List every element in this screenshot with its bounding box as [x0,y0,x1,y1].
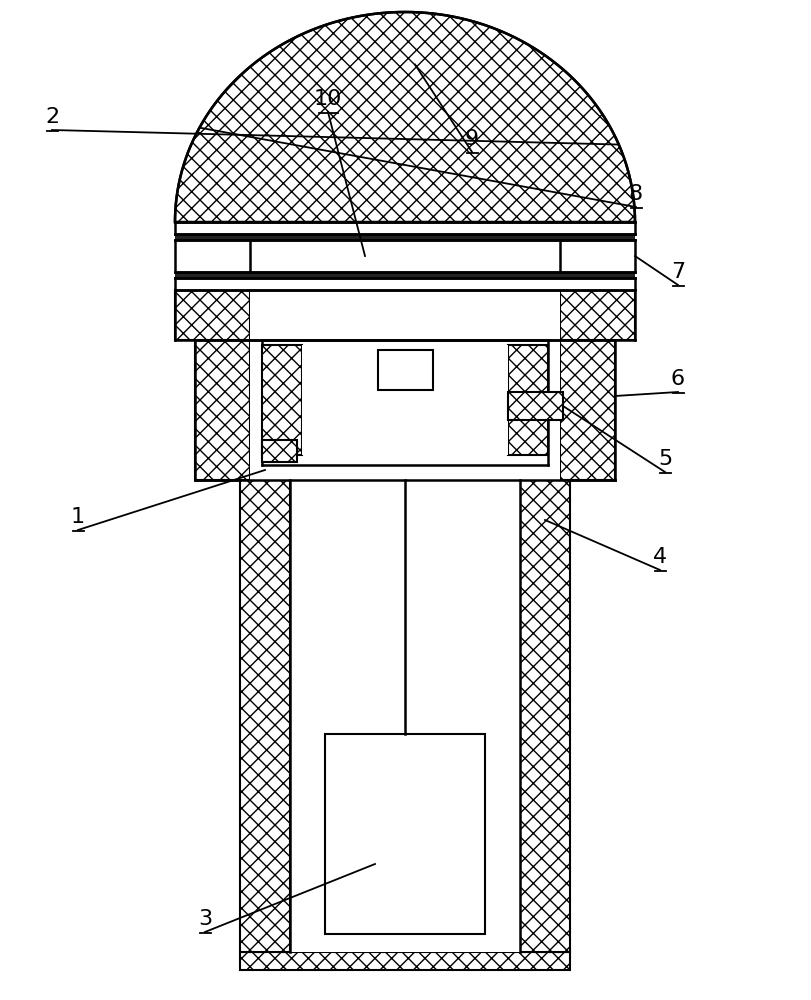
Bar [325,734,485,934]
Bar [520,480,570,952]
Bar [175,278,635,290]
Bar [560,340,615,480]
Bar [508,345,548,455]
Bar [175,240,635,272]
Bar [175,290,250,340]
Text: 3: 3 [198,909,212,929]
Bar [560,290,635,340]
Text: 1: 1 [71,507,85,527]
Bar [262,340,548,465]
Bar [175,272,635,278]
Bar [290,480,520,952]
Text: 6: 6 [671,369,685,389]
Bar [195,340,250,480]
Bar [175,222,635,234]
Bar [240,952,570,970]
Bar [377,350,432,390]
Text: 5: 5 [658,449,672,469]
Bar [250,290,560,340]
Text: 9: 9 [465,129,479,149]
Text: 8: 8 [629,184,643,204]
Bar [250,340,560,480]
Bar [175,234,635,240]
Text: 10: 10 [314,89,342,109]
Polygon shape [175,12,635,222]
Text: 4: 4 [653,547,667,567]
Bar [508,392,563,420]
Text: 7: 7 [671,262,685,282]
Bar [302,345,508,455]
Text: 2: 2 [45,107,59,127]
Bar [262,440,297,462]
Bar [262,345,302,455]
Bar [240,480,290,952]
